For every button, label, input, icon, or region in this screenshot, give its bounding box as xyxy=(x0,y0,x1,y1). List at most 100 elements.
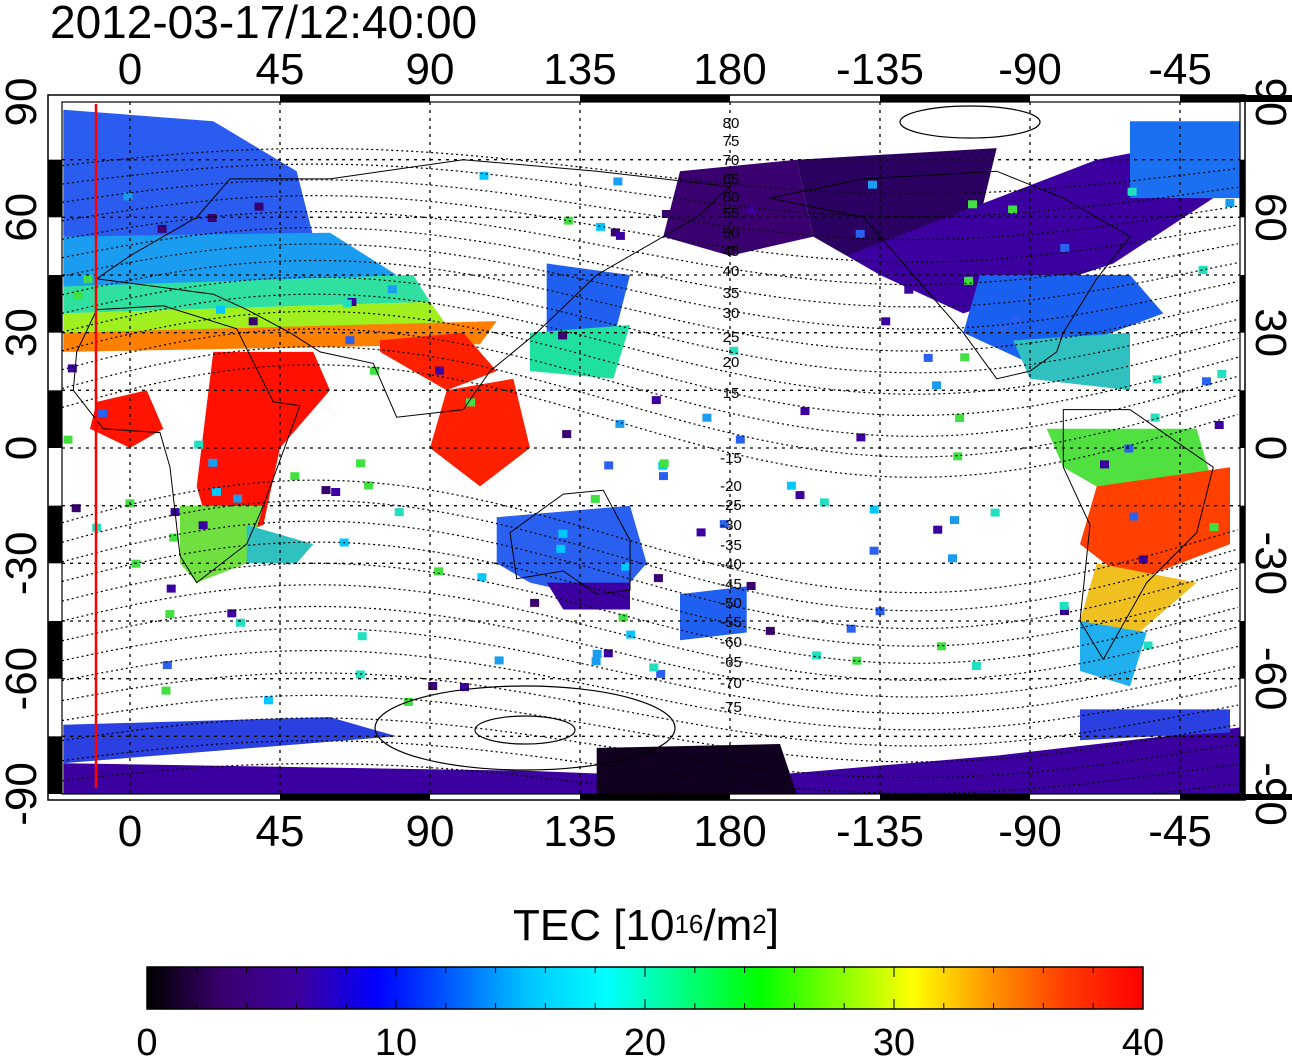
tec-cell xyxy=(345,336,355,345)
tec-cell xyxy=(233,494,243,503)
tec-cell xyxy=(460,683,469,692)
tec-cell xyxy=(653,574,663,583)
mag-lat-label: -75 xyxy=(720,699,742,716)
lon-tick-label-bottom: -90 xyxy=(998,807,1062,856)
tec-cell xyxy=(494,656,504,665)
lat-tick-label-right: 0 xyxy=(1246,436,1292,460)
tec-cell xyxy=(263,696,273,705)
tec-cell xyxy=(1209,523,1219,531)
mag-lat-label: -30 xyxy=(720,517,742,534)
tec-cell xyxy=(933,525,943,534)
tec-cell xyxy=(765,626,775,635)
lon-tick-label-bottom: -135 xyxy=(836,807,924,856)
tec-cell xyxy=(236,618,245,627)
frame-segment xyxy=(48,275,62,333)
tec-cell xyxy=(387,285,397,294)
mag-lat-label: 45 xyxy=(723,243,740,260)
lat-tick-label-right: 60 xyxy=(1246,193,1292,242)
tec-cell xyxy=(868,180,877,189)
tec-cell xyxy=(212,487,221,496)
tec-cell xyxy=(659,472,668,481)
mag-contour xyxy=(62,147,1239,195)
tec-cell xyxy=(656,669,666,678)
lat-tick-label-left: -30 xyxy=(0,532,46,596)
tec-cell xyxy=(621,562,631,571)
tec-cell xyxy=(735,435,745,444)
tec-cell xyxy=(477,573,487,582)
tec-cell xyxy=(661,210,671,218)
mag-contour xyxy=(62,520,1239,630)
mag-contour xyxy=(62,179,1239,241)
mag-lat-label: -65 xyxy=(720,654,742,671)
tec-cell xyxy=(937,642,946,651)
mag-contour xyxy=(62,763,1239,794)
tec-cell xyxy=(615,231,625,240)
tec-region-24 xyxy=(1080,563,1197,641)
mag-contour xyxy=(62,276,1239,374)
frame-segment xyxy=(580,95,730,102)
tec-cell xyxy=(1150,413,1160,422)
lat-tick-label-left: 90 xyxy=(0,78,46,127)
mag-lat-label: -60 xyxy=(720,634,742,651)
tec-cell xyxy=(1257,241,1266,249)
tec-cell xyxy=(626,630,636,639)
tec-cell xyxy=(321,486,331,495)
axis-tick-labels: 0045459090135135180180-135-135-90-90-45-… xyxy=(0,45,1292,856)
mag-contour xyxy=(62,364,1239,478)
lat-tick-label-left: 30 xyxy=(0,308,46,357)
tec-cell xyxy=(999,324,1009,333)
lat-tick-label-right: -30 xyxy=(1246,532,1292,596)
tec-cell xyxy=(812,651,822,660)
tec-cell xyxy=(166,584,176,593)
tec-cell xyxy=(875,607,885,616)
tec-cell xyxy=(556,544,566,553)
coastline xyxy=(509,489,631,595)
frame-segment xyxy=(1240,390,1245,448)
tec-cell xyxy=(747,206,757,215)
tec-cell xyxy=(869,546,879,555)
mag-lat-label: 70 xyxy=(723,152,740,169)
mag-contour xyxy=(62,605,1239,698)
tec-cell xyxy=(248,317,258,326)
tec-region-2 xyxy=(63,275,431,314)
tec-cell xyxy=(123,192,133,201)
mag-lat-label: 60 xyxy=(723,189,740,206)
coastline xyxy=(72,305,301,584)
tec-cell xyxy=(604,461,614,470)
tec-region-28 xyxy=(63,717,397,764)
mag-lat-label: -50 xyxy=(720,595,742,612)
tec-cell xyxy=(1011,316,1021,325)
tec-cell xyxy=(207,214,217,222)
tec-cell xyxy=(558,331,568,340)
tec-cell xyxy=(158,199,168,208)
tec-region-7 xyxy=(380,332,497,391)
tec-cell xyxy=(786,481,796,490)
lon-tick-label-top: 135 xyxy=(543,45,616,94)
tec-cell xyxy=(923,353,933,362)
tec-region-27 xyxy=(596,744,797,794)
colorbar-tick-label: 30 xyxy=(873,1022,915,1057)
mag-contour xyxy=(62,328,1239,437)
frame-segment xyxy=(280,95,430,102)
tec-cell xyxy=(434,567,443,576)
tec-cell xyxy=(1152,375,1162,384)
tec-cell xyxy=(227,609,237,618)
lon-tick-label-top: 180 xyxy=(693,45,766,94)
tec-cell xyxy=(364,481,374,490)
colorbar: 0 10 20 30 40 xyxy=(136,966,1164,1057)
tec-region-18 xyxy=(846,140,1214,314)
colorbar-tick-label: 0 xyxy=(136,1022,157,1057)
frame-segment xyxy=(1240,736,1245,794)
mag-contour xyxy=(62,479,1239,594)
mag-lat-label: -35 xyxy=(720,537,742,554)
mag-contour xyxy=(62,195,1239,263)
colorbar-tick-label: 20 xyxy=(624,1022,666,1057)
tec-region-13 xyxy=(496,505,647,602)
tec-cell xyxy=(254,202,264,211)
colorbar-title: TEC [1016/m2] xyxy=(513,901,779,950)
tec-cell xyxy=(610,228,620,237)
tec-cell xyxy=(357,632,367,641)
colorbar-tick-label: 10 xyxy=(375,1022,417,1057)
lat-tick-label-left: -90 xyxy=(0,762,46,826)
